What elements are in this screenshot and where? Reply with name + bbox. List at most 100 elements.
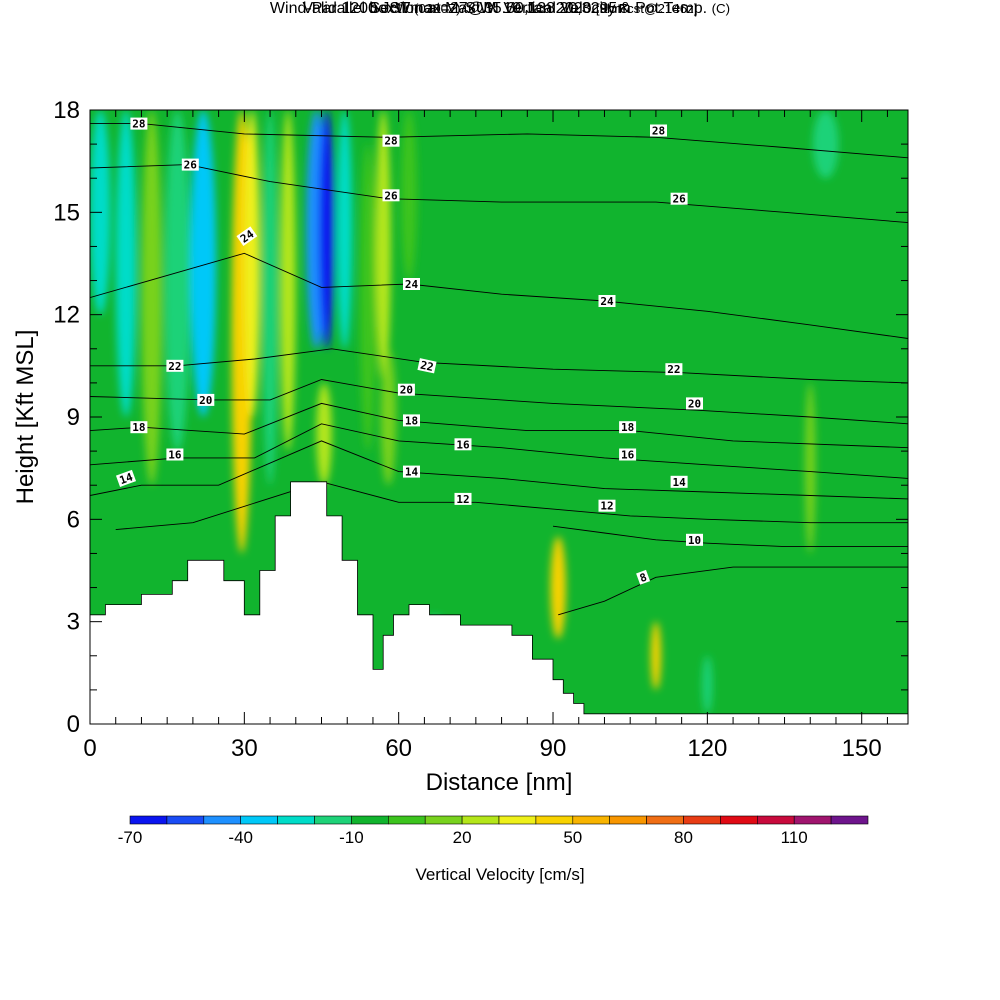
x-tick-label: 150 xyxy=(842,735,882,762)
contour-label-12: 20 xyxy=(397,383,415,397)
theta-contour-18 xyxy=(90,402,908,449)
theta-contour-16 xyxy=(90,423,908,479)
colorbar-swatch xyxy=(646,815,684,825)
colorbar-tick-label: 80 xyxy=(674,828,693,847)
y-tick-label: 3 xyxy=(67,609,80,636)
contour-label-2: 24 xyxy=(236,226,258,246)
theta-contour-14 xyxy=(90,440,908,500)
svg-text:20: 20 xyxy=(688,397,701,410)
contour-label-9: 26 xyxy=(382,189,400,202)
colorbar-tick-label: 20 xyxy=(453,828,472,847)
contour-label-19: 24 xyxy=(598,295,616,308)
svg-text:24: 24 xyxy=(405,278,419,291)
svg-text:28: 28 xyxy=(652,125,665,138)
svg-text:24: 24 xyxy=(600,295,614,308)
x-axis-label: Distance [nm] xyxy=(426,769,573,796)
colorbar-swatch xyxy=(498,815,537,825)
svg-text:26: 26 xyxy=(184,159,198,172)
colorbar-tick-label: 110 xyxy=(781,828,808,847)
colorbar: -70 -40 -10 20 50 80 110 xyxy=(118,815,869,847)
contour-label-1: 26 xyxy=(181,158,199,172)
velocity-feature-17 xyxy=(550,536,566,639)
contour-label-14: 16 xyxy=(454,438,472,451)
colorbar-tick-label: 50 xyxy=(563,828,582,847)
svg-text:20: 20 xyxy=(400,384,413,397)
theta-contour-26 xyxy=(90,164,908,224)
contour-label-7: 14 xyxy=(115,469,137,487)
colorbar-swatch xyxy=(535,815,574,825)
svg-text:22: 22 xyxy=(667,363,680,376)
contour-label-21: 20 xyxy=(686,397,703,410)
colorbar-swatch xyxy=(793,815,832,825)
contour-label-25: 12 xyxy=(598,499,616,513)
svg-text:10: 10 xyxy=(688,534,701,547)
x-tick-label: 120 xyxy=(687,735,727,762)
colorbar-swatch xyxy=(314,815,352,825)
svg-text:14: 14 xyxy=(405,466,419,479)
svg-text:18: 18 xyxy=(405,414,418,427)
colorbar-swatch xyxy=(683,815,721,825)
y-tick-label: 6 xyxy=(67,506,80,533)
velocity-feature-1 xyxy=(115,110,137,417)
contour-label-22: 18 xyxy=(619,421,637,434)
svg-text:26: 26 xyxy=(672,193,686,206)
contour-label-20: 22 xyxy=(665,363,683,376)
contour-label-23: 16 xyxy=(619,448,637,462)
x-tick-label: 30 xyxy=(231,735,258,762)
velocity-feature-19 xyxy=(702,655,713,714)
velocity-feature-10 xyxy=(318,110,335,349)
colorbar-swatch xyxy=(277,815,315,825)
contour-label-10: 24 xyxy=(403,278,420,291)
velocity-feature-13 xyxy=(360,144,376,452)
x-tick-label: 0 xyxy=(83,735,96,762)
velocity-feature-12 xyxy=(316,382,332,486)
title-main: Wind-Parallel Section at Max W: Vertical… xyxy=(269,0,708,17)
theta-contour-12 xyxy=(115,481,908,531)
theta-contour-24 xyxy=(90,252,908,339)
colorbar-swatch xyxy=(387,815,426,825)
contour-label-27: 8 xyxy=(636,569,651,585)
theta-contour-8 xyxy=(558,566,908,616)
contour-label-24: 14 xyxy=(670,475,688,489)
colorbar-tick-label: -40 xyxy=(228,828,253,847)
svg-text:16: 16 xyxy=(168,449,182,462)
colorbar-swatch xyxy=(830,815,869,825)
contour-label-16: 12 xyxy=(454,492,472,506)
velocity-feature-14 xyxy=(375,110,391,383)
velocity-feature-11 xyxy=(336,110,353,349)
axes: 0 30 60 90 120 150 0 3 6 9 12 15 18 xyxy=(53,97,908,762)
x-tick-label: 60 xyxy=(385,735,412,762)
velocity-feature-7 xyxy=(262,110,278,486)
velocity-feature-15 xyxy=(380,348,397,486)
velocity-features xyxy=(90,110,839,714)
colorbar-swatch xyxy=(351,815,389,825)
svg-text:26: 26 xyxy=(384,189,398,202)
velocity-feature-16 xyxy=(401,110,417,281)
contour-label-11: 22 xyxy=(417,358,437,374)
y-tick-label: 18 xyxy=(53,97,80,124)
chart-subtitle: Valid 1200 JST (0300Z) SUN 19 Jan 2020 [… xyxy=(0,0,1000,18)
contour-label-5: 18 xyxy=(130,421,148,434)
colorbar-swatch xyxy=(129,815,168,825)
forecast-info: [9hrFcst@2146z] xyxy=(595,1,698,16)
theta-contour-10 xyxy=(552,525,908,548)
svg-text:16: 16 xyxy=(456,438,470,451)
colorbar-swatch xyxy=(166,815,205,825)
y-axis-label: Height [Kft MSL] xyxy=(12,330,39,505)
chart-title: Wind-Parallel Section at Max W: Vertical… xyxy=(0,0,1000,18)
svg-text:20: 20 xyxy=(199,394,212,407)
y-tick-label: 15 xyxy=(53,199,80,226)
velocity-feature-8 xyxy=(280,110,296,452)
colorbar-swatch xyxy=(461,815,500,825)
colorbar-swatch xyxy=(424,815,463,825)
colorbar-label: Vertical Velocity [cm/s] xyxy=(415,865,584,884)
title-unit: (C) xyxy=(711,1,731,16)
terrain xyxy=(90,481,908,724)
velocity-feature-20 xyxy=(805,382,816,554)
svg-text:22: 22 xyxy=(168,360,181,373)
contour-label-4: 20 xyxy=(197,393,215,407)
contour-label-13: 18 xyxy=(403,414,420,427)
valid-time: Valid 1200 JST xyxy=(302,0,410,17)
svg-text:18: 18 xyxy=(621,421,634,434)
x-tick-label: 90 xyxy=(540,735,567,762)
